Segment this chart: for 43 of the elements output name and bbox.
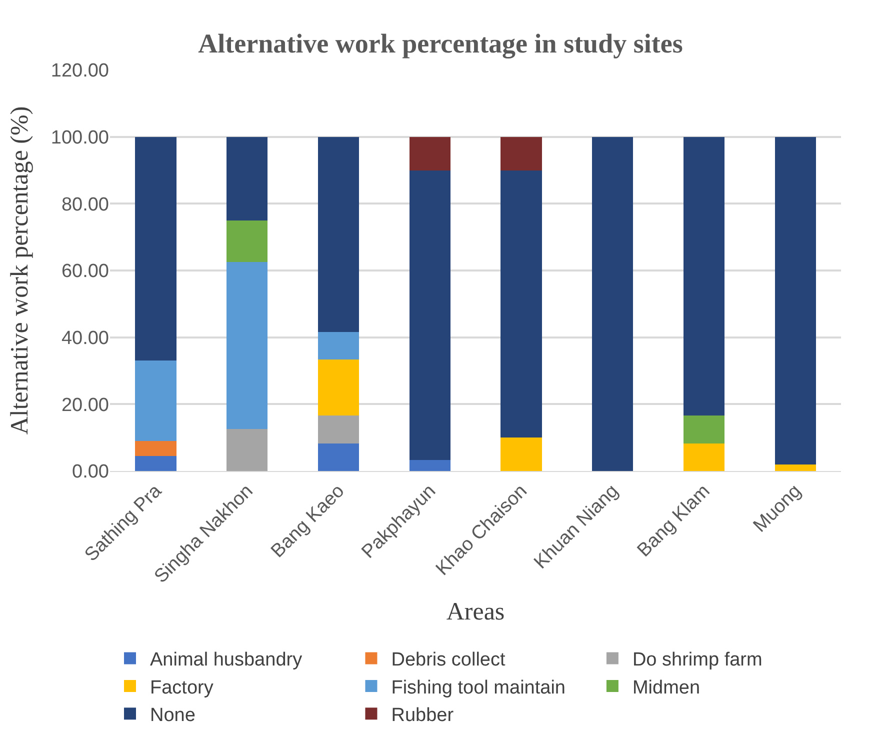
chart-title: Alternative work percentage in study sites (198, 28, 683, 58)
bar (135, 456, 176, 471)
bar (318, 360, 359, 416)
bar (774, 136, 816, 464)
y-tick-label: 80.00 (61, 194, 109, 216)
legend-label: Animal husbandry (150, 650, 303, 671)
bar (500, 438, 542, 471)
legend-label: Midmen (632, 677, 700, 698)
legend-label: Factory (150, 677, 214, 698)
bar (592, 136, 634, 471)
legend-label: Rubber (391, 705, 454, 726)
y-tick-label: 60.00 (61, 261, 109, 282)
x-axis-title: Areas (446, 598, 505, 626)
bar (318, 332, 359, 360)
bar (409, 136, 450, 170)
bar (409, 170, 450, 460)
bar (774, 464, 816, 471)
y-tick-label: 0.00 (72, 462, 109, 483)
y-tick-label: 120.00 (50, 60, 109, 82)
bar (135, 440, 176, 456)
bar (409, 460, 450, 471)
legend-label: Do shrimp farm (632, 650, 762, 671)
bar (318, 443, 359, 471)
bar (318, 416, 359, 444)
bar (226, 262, 268, 430)
legend-label: Debris collect (391, 650, 506, 671)
y-tick-label: 20.00 (61, 394, 109, 416)
bar (500, 170, 542, 438)
bar (683, 416, 724, 444)
legend-label: None (150, 705, 196, 726)
bar (135, 136, 176, 361)
bar (226, 136, 268, 220)
bar (683, 136, 724, 416)
bar (318, 136, 359, 332)
bar (500, 136, 542, 170)
bar (226, 220, 268, 262)
bar (135, 360, 176, 441)
bar (683, 443, 724, 471)
y-axis-title: Alternative work percentage (%) (6, 106, 34, 435)
y-tick-label: 100.00 (50, 127, 109, 148)
legend-label: Fishing tool maintain (391, 677, 566, 698)
bar (226, 429, 268, 471)
y-tick-label: 40.00 (61, 328, 109, 349)
